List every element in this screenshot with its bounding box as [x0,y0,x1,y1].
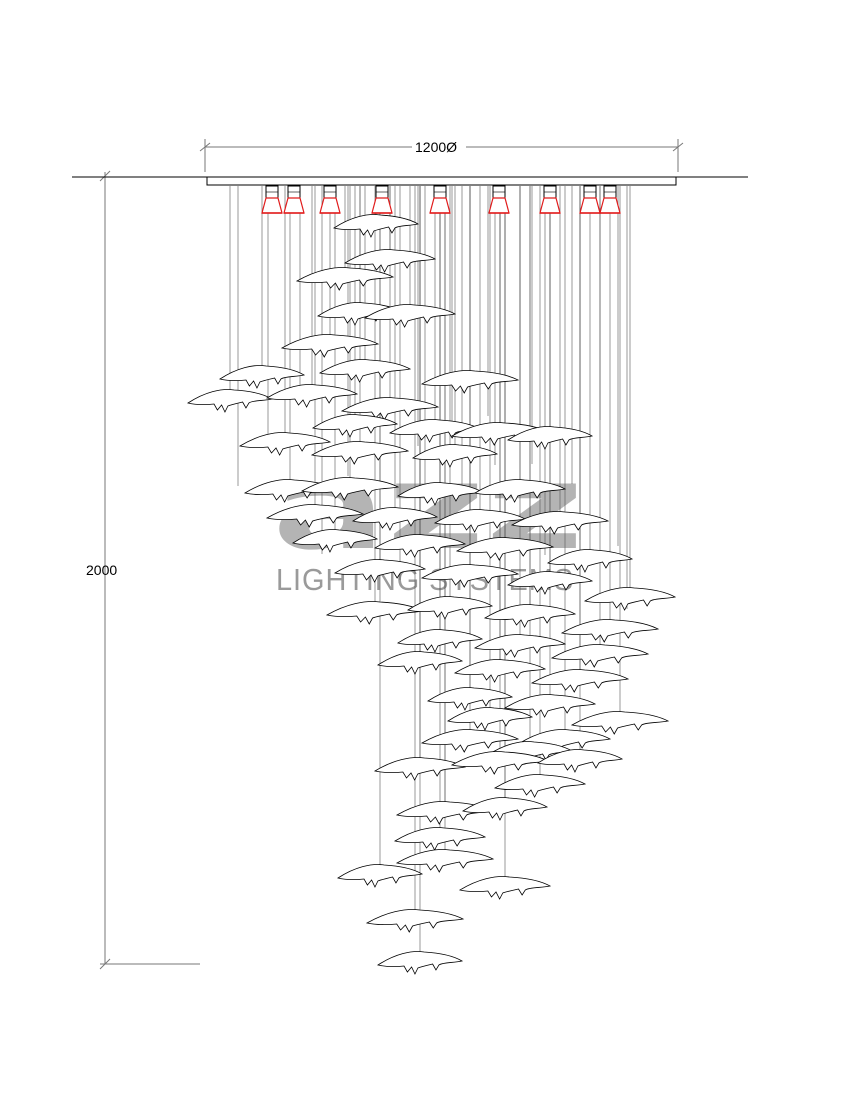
lamp-fixture [371,185,393,214]
leaf-ornament [433,509,527,533]
leaf-ornament [395,849,495,873]
leaf-ornament [412,444,499,468]
leaf-ornament [312,414,399,438]
leaf-ornament [333,559,427,583]
leaf-ornament [510,511,610,535]
leaf-ornament [292,529,379,553]
leaf-ornament [547,549,634,573]
leaf-ornament [507,426,594,450]
leaf-ornament [453,659,547,683]
leaf-ornament [300,477,400,501]
leaf-ornament [455,537,555,561]
height-dimension [99,170,200,970]
leaf-ornament [373,534,467,558]
leaf-ornament [325,601,425,625]
leaf-ornament [447,707,534,731]
lamp-fixture [261,185,283,214]
leaf-ornament [295,267,395,291]
leaf-ornament [507,571,594,595]
leaf-ornament [427,687,514,711]
height-dimension-label: 2000 [86,562,117,578]
lamp-fixture [539,185,561,214]
lamp-group [261,185,621,214]
leaf-ornament [570,711,670,735]
leaf-ornament [318,359,412,383]
leaf-ornament [483,604,577,628]
leaf-ornament [458,876,552,900]
leaf-ornament [377,651,464,675]
leaf-ornament [238,432,332,456]
lamp-fixture [429,185,451,214]
leaf-ornament [473,479,567,503]
leaf-ornament [420,729,520,753]
leaf-ornament [373,757,467,781]
lamp-fixture [283,185,305,214]
leaf-ornament [473,634,567,658]
leaf-ornament [219,365,306,389]
leaf-ornament [450,751,550,775]
leaf-ornament [550,644,650,668]
leaf-ornament [393,827,487,851]
leaf-ornament [420,564,520,588]
leaf-ornament [530,669,630,693]
leaf-ornament [503,694,597,718]
width-dimension-label: 1200Ø [415,139,457,155]
lamp-fixture [579,185,601,214]
leaf-ornament [343,249,437,273]
leaf-ornament [265,504,365,528]
leaf-ornament [397,482,484,506]
leaf-ornament [280,334,380,358]
leaf-ornament [537,749,624,773]
lamp-fixture [599,185,621,214]
leaf-ornament [340,397,440,421]
leaf-ornament [560,619,660,643]
leaf-ornament [397,629,484,653]
leaf-ornament [352,507,439,531]
leaf-ornaments [187,214,677,975]
lamp-fixture [488,185,510,214]
leaf-ornament [333,214,420,238]
leaf-ornament [420,370,520,394]
leaf-ornament [265,384,359,408]
leaf-ornament [187,389,274,413]
width-dimension [199,139,684,172]
canopy-plate [206,176,677,186]
leaf-ornament [583,587,677,611]
leaf-ornament [388,419,482,443]
leaf-ornament [363,304,457,328]
leaf-ornament [310,441,410,465]
leaf-ornament [462,797,549,821]
leaf-ornament [493,774,587,798]
leaf-ornament [337,864,424,888]
lamp-fixture [319,185,341,214]
leaf-ornament [407,596,494,620]
leaf-ornament [377,951,464,975]
leaf-ornament [365,909,465,933]
